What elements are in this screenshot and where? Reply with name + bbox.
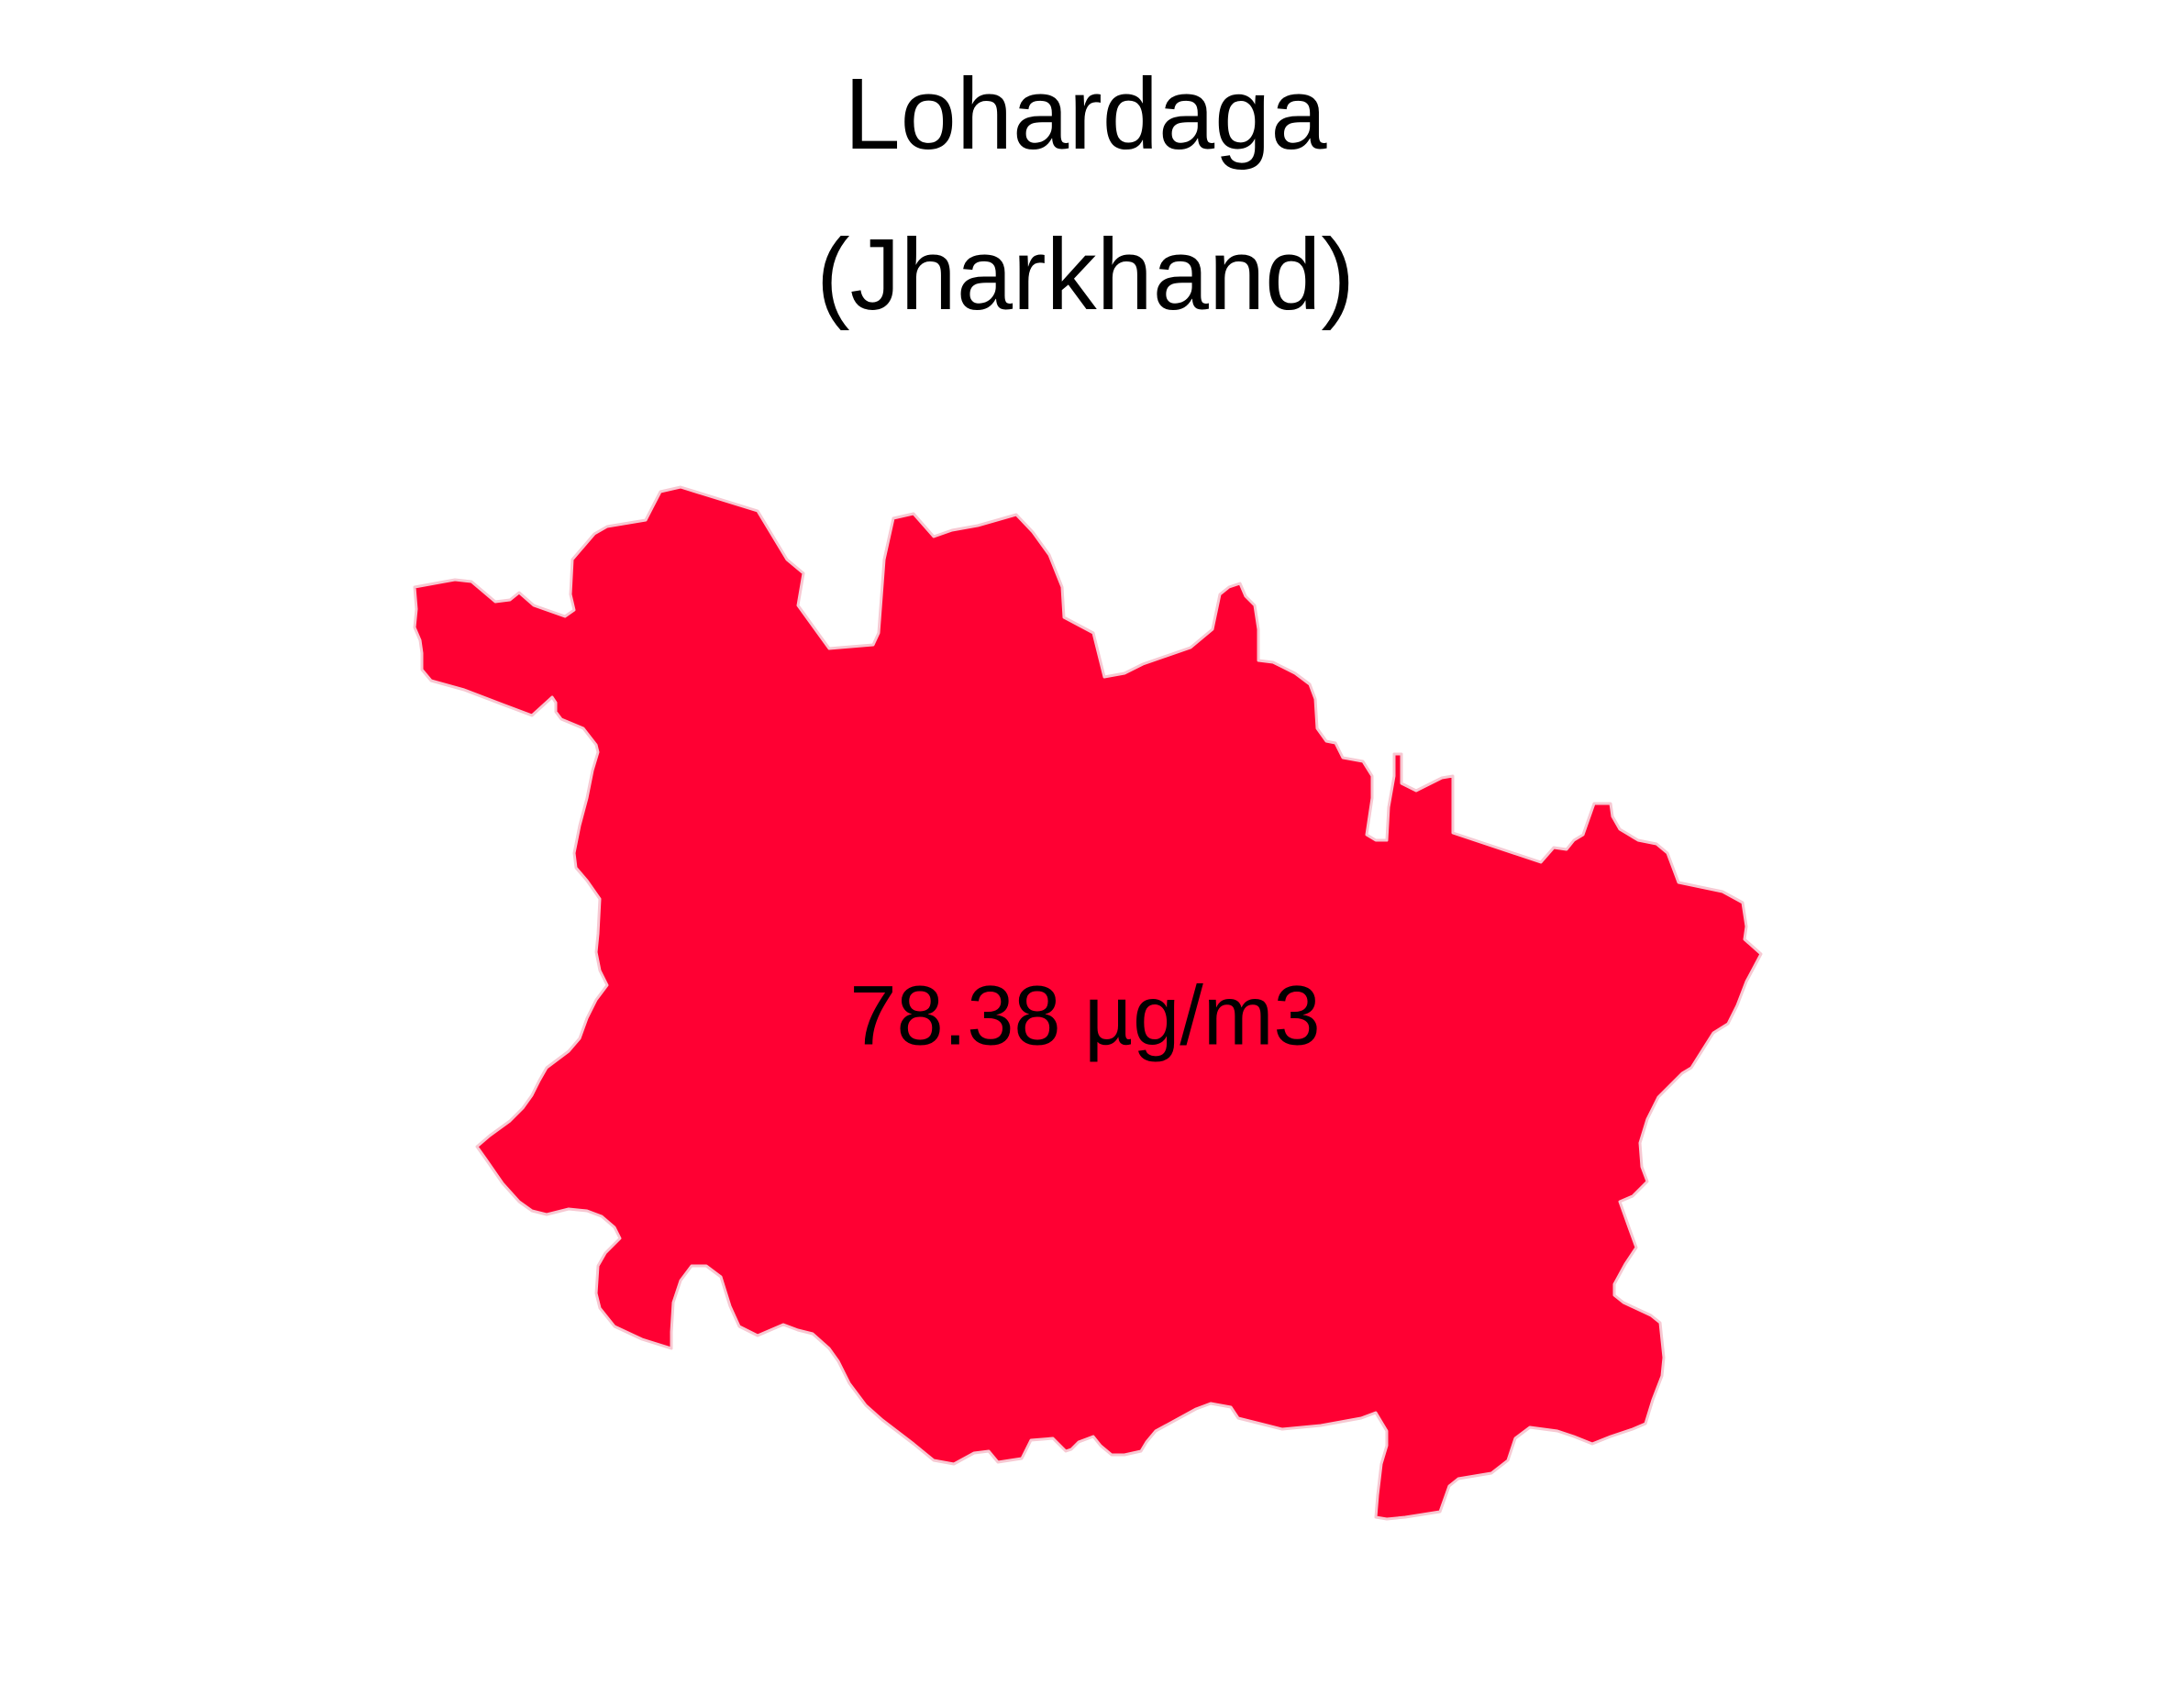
map-value-label: 78.38 µg/m3 [849,969,1320,1062]
map-title-state: (Jharkhand) [816,218,1355,331]
district-shape-lohardaga [413,485,1763,1521]
map-title-district: Lohardaga [844,58,1327,171]
